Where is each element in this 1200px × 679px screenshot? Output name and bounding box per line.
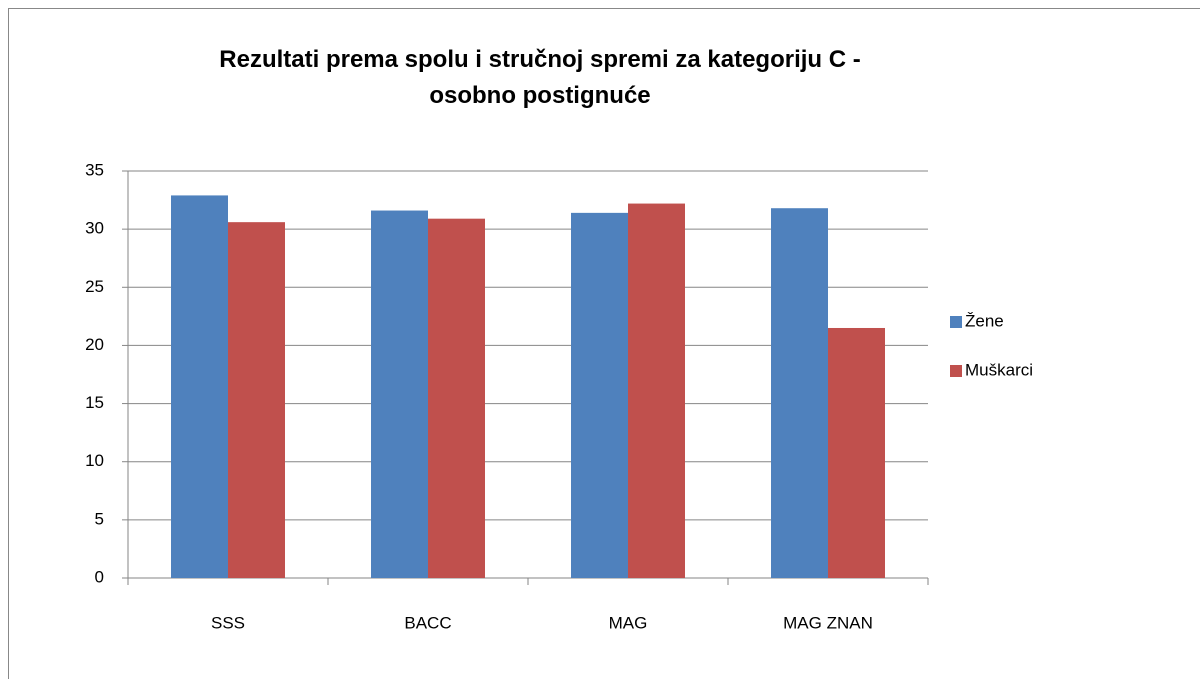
y-tick-label: 25 bbox=[85, 277, 104, 296]
y-tick-label: 30 bbox=[85, 219, 104, 238]
legend-swatch bbox=[950, 365, 962, 377]
x-tick-label: SSS bbox=[211, 613, 245, 632]
x-tick-label: BACC bbox=[404, 613, 451, 632]
bar bbox=[228, 222, 285, 578]
y-tick-label: 15 bbox=[85, 393, 104, 412]
y-tick-label: 35 bbox=[85, 160, 104, 179]
y-tick-label: 10 bbox=[85, 451, 104, 470]
chart-title: Rezultati prema spolu i stručnoj spremi … bbox=[219, 46, 861, 109]
bar bbox=[171, 195, 228, 579]
bar bbox=[771, 208, 828, 578]
y-tick-label: 20 bbox=[85, 335, 104, 354]
y-tick-label: 5 bbox=[95, 509, 104, 528]
bar bbox=[428, 218, 485, 579]
bar bbox=[371, 210, 428, 578]
bar bbox=[828, 327, 885, 578]
x-tick-label: MAG bbox=[609, 613, 648, 632]
legend-swatch bbox=[950, 316, 962, 328]
legend-label: Muškarci bbox=[965, 360, 1033, 379]
x-tick-label: MAG ZNAN bbox=[783, 613, 873, 632]
bar bbox=[571, 212, 628, 578]
chart-border bbox=[8, 8, 1200, 679]
legend-label: Žene bbox=[965, 311, 1004, 330]
y-tick-label: 0 bbox=[95, 567, 104, 586]
bar bbox=[628, 203, 685, 578]
